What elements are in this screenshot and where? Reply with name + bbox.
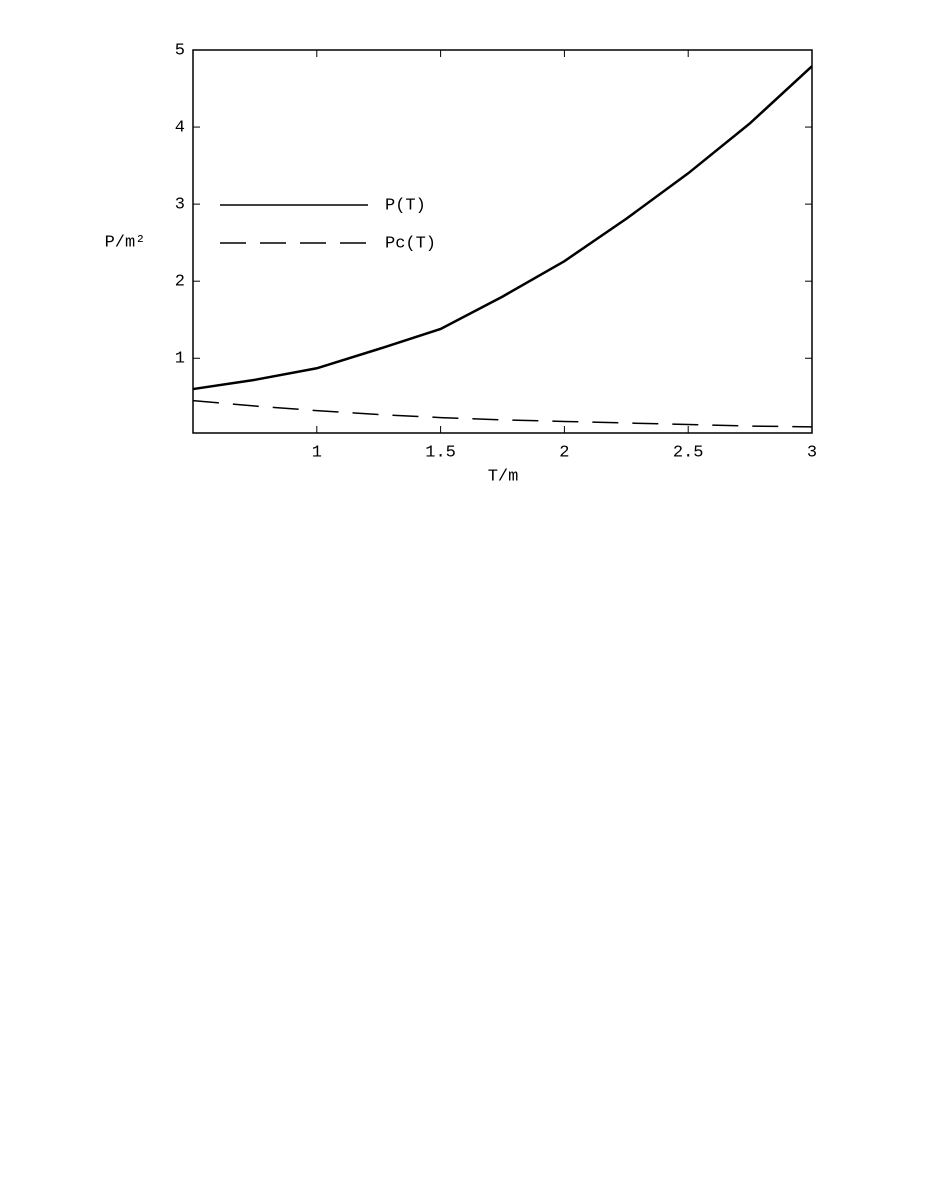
x-axis-label: T/m (488, 467, 519, 486)
y-tick-label: 2 (175, 273, 185, 292)
plot-frame (192, 49, 813, 434)
x-tick-label: 3 (807, 443, 817, 462)
y-tick-label: 5 (175, 41, 185, 60)
x-tick-label: 1 (312, 443, 322, 462)
legend-label: P(T) (385, 196, 426, 215)
data-line (192, 65, 813, 391)
data-line (192, 399, 813, 428)
x-tick-label: 2 (559, 443, 569, 462)
y-tick-label: 3 (175, 196, 185, 215)
y-axis-label: P/m² (105, 233, 146, 252)
x-tick-label: 1.5 (425, 443, 456, 462)
legend-label: Pc(T) (385, 234, 436, 253)
y-tick-label: 1 (175, 350, 185, 369)
x-tick-label: 2.5 (673, 443, 704, 462)
y-tick-label: 4 (175, 119, 185, 138)
